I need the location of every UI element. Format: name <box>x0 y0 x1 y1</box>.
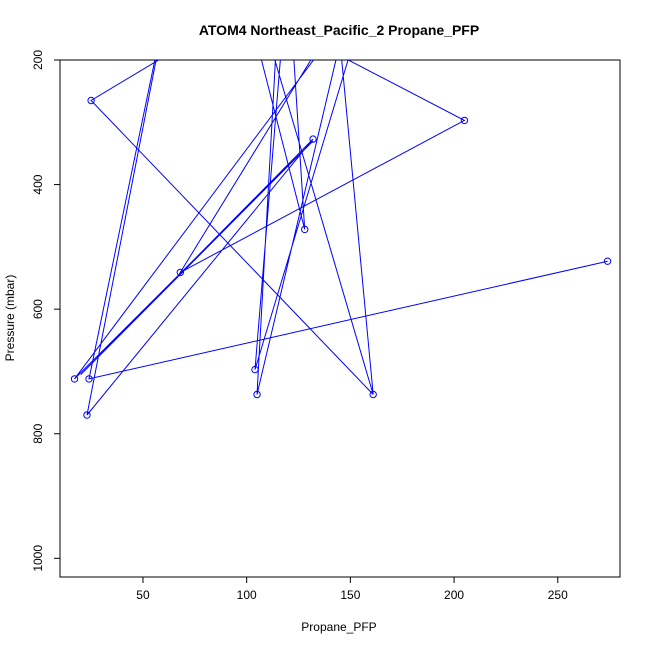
data-point <box>251 365 259 374</box>
data-point <box>460 116 469 125</box>
series-line <box>74 60 608 416</box>
data-point <box>343 13 349 19</box>
data-point <box>87 96 95 105</box>
data-point <box>253 390 261 399</box>
data-point <box>176 268 184 277</box>
x-tick-label: 250 <box>548 588 568 602</box>
x-tick-label: 50 <box>136 588 150 602</box>
x-axis-label: Propane_PFP <box>301 620 376 634</box>
x-tick-label: 150 <box>340 588 360 602</box>
y-axis-label: Pressure (mbar) <box>3 275 17 362</box>
x-tick-label: 100 <box>237 588 257 602</box>
y-tick-label: 800 <box>31 423 45 443</box>
data-point <box>70 375 79 383</box>
chart-title: ATOM4 Northeast_Pacific_2 Propane_PFP <box>199 22 479 38</box>
data-point <box>603 257 612 265</box>
data-point <box>85 375 93 383</box>
series-layer <box>70 13 612 419</box>
x-tick-label: 200 <box>444 588 464 602</box>
data-point <box>309 135 317 143</box>
y-tick-label: 400 <box>31 174 45 194</box>
y-tick-label: 600 <box>31 299 45 319</box>
data-point <box>369 390 377 399</box>
y-tick-label: 200 <box>31 50 45 70</box>
x-axis: 50 100 150 200 250 <box>136 577 568 602</box>
data-point <box>83 411 91 419</box>
y-tick-label: 1000 <box>31 545 45 572</box>
data-point <box>301 225 309 234</box>
y-axis: 200 400 600 800 1000 <box>31 50 60 572</box>
plot-frame <box>59 59 621 578</box>
